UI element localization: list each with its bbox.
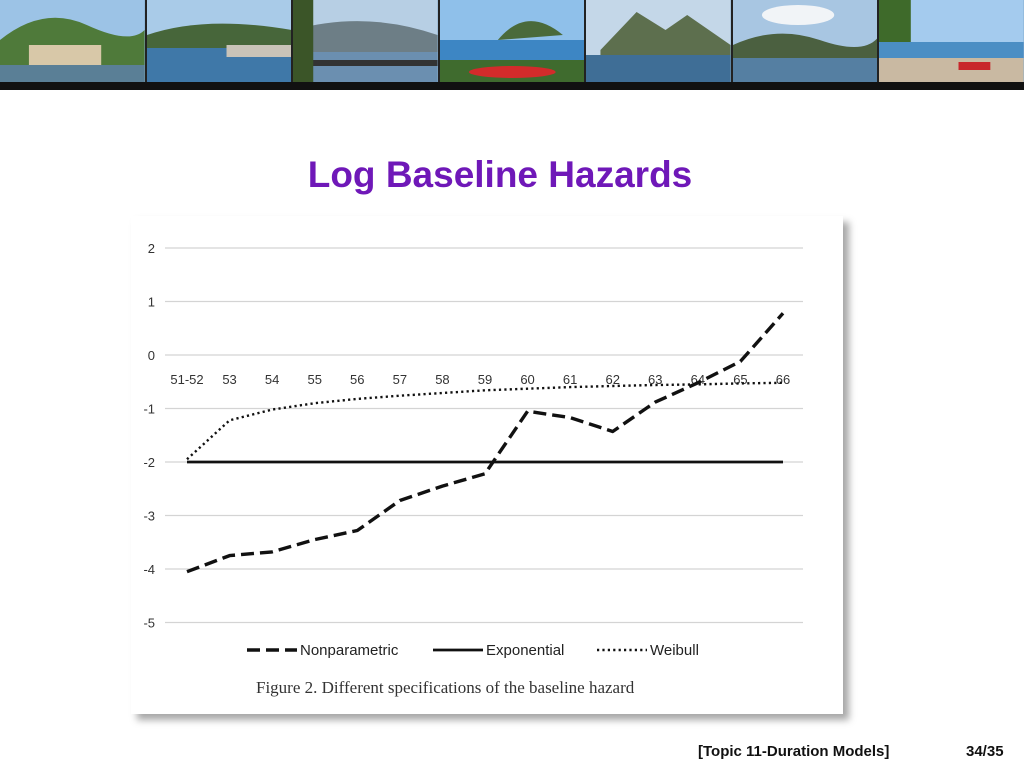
y-tick-label: -4	[143, 562, 155, 577]
figure-caption: Figure 2. Different specifications of th…	[256, 678, 635, 697]
y-tick-label: -1	[143, 402, 155, 417]
x-tick-label: 63	[648, 372, 662, 387]
series-line-weibull	[186, 381, 784, 461]
banner-divider	[0, 82, 1024, 90]
y-tick-label: -3	[143, 509, 155, 524]
y-tick-label: -5	[143, 616, 155, 631]
x-tick-label: 59	[478, 372, 492, 387]
y-tick-label: 2	[148, 241, 155, 256]
x-tick-label: 56	[350, 372, 364, 387]
y-tick-label: 0	[148, 348, 155, 363]
x-tick-label: 57	[393, 372, 407, 387]
banner-photo-flower-garden	[439, 0, 587, 82]
banner-photo-hillside-town	[0, 0, 147, 82]
banner-photo-mountain-lake	[586, 0, 733, 82]
legend-label: Exponential	[486, 642, 564, 659]
x-tick-label: 58	[435, 372, 449, 387]
slide-title: Log Baseline Hazards	[307, 154, 693, 195]
chart: 2 1 0 -1 -2 -3 -4 -5 51-52 53 54 55 56 57 58 59 60 61 62 63…	[143, 241, 803, 659]
x-tick-label: 61	[563, 372, 577, 387]
x-tick-label: 65	[733, 372, 747, 387]
banner-photo-promenade	[293, 0, 440, 82]
x-tick-label: 53	[222, 372, 236, 387]
x-tick-label: 51-52	[170, 372, 203, 387]
x-tick-label: 55	[307, 372, 321, 387]
legend-label: Weibull	[650, 642, 699, 659]
footer-topic-label: [Topic 11-Duration Models]	[698, 743, 890, 760]
x-tick-label: 62	[605, 372, 619, 387]
banner-photo-lakeside-walk	[879, 0, 1024, 82]
x-tick-label: 54	[265, 372, 279, 387]
series-line-nonparametric	[186, 312, 785, 574]
legend-label: Nonparametric	[300, 642, 399, 659]
y-tick-label: 1	[148, 295, 155, 310]
banner-photo-lake-clouds	[732, 0, 880, 82]
y-tick-label: -2	[143, 455, 155, 470]
banner-photo-lake-bay	[146, 0, 294, 82]
x-tick-label: 66	[776, 372, 790, 387]
figure-panel: 2 1 0 -1 -2 -3 -4 -5 51-52 53 54 55 56 57 58 59 60 61 62 63…	[131, 216, 843, 714]
header-banner	[0, 0, 1024, 82]
footer-page-number: 34/35	[966, 743, 1004, 760]
x-tick-label: 60	[520, 372, 534, 387]
